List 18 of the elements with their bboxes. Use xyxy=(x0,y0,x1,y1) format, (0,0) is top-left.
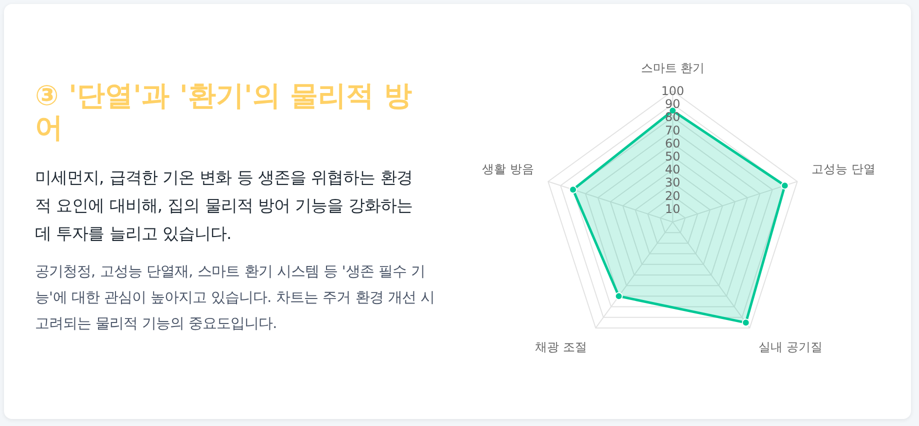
spoke-label: 실내 공기질 xyxy=(758,340,822,354)
text: 공기청정, 고성능 단열재, 스마트 환기 시스템 등 '생존 필수 기능'에 대한 관심이 높아지고 있습니다. 차트는 주거 환경 개선 시 고려되는 물리적 기능의 중요도입니다. xyxy=(35,263,436,334)
y-tick-label: 30 xyxy=(665,176,680,190)
spoke-label: 생활 방음 xyxy=(482,162,534,176)
y-tick-label: 100 xyxy=(661,84,684,98)
text: 미세먼지, 급격한 기온 변화 등 생존을 위협하는 환경적 요인에 대비해, 집의 물리적 방어 기능을 강화하는 데 투자를 늘리고 있습니다. xyxy=(35,167,414,245)
y-tick-label: 70 xyxy=(665,123,680,138)
spoke-label: 스마트 환기 xyxy=(640,61,705,75)
y-tick-label: 20 xyxy=(665,188,680,203)
y-tick-label: 60 xyxy=(665,136,680,150)
spoke-label: 고성능 단열 xyxy=(812,162,876,176)
y-tick-label: 40 xyxy=(665,162,680,177)
text: ③ '단열'과 '환기'의 물리적 방어 xyxy=(35,79,413,144)
y-tick-label: 90 xyxy=(665,97,680,112)
spoke-label: 채광 조절 xyxy=(535,340,587,354)
y-tick-label: 10 xyxy=(665,202,680,216)
y-tick-label: 50 xyxy=(665,150,680,164)
y-tick-label: 80 xyxy=(665,110,680,124)
